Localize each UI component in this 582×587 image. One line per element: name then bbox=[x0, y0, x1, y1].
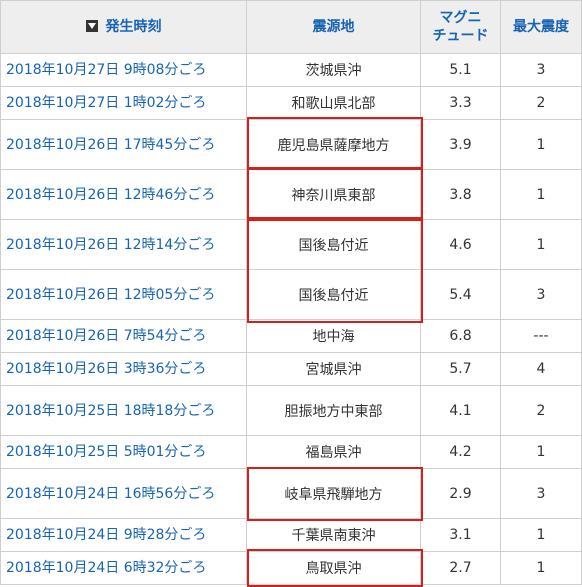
time-cell: 2018年10月27日 1時02分ごろ bbox=[0, 86, 247, 120]
magnitude-cell: 6.8 bbox=[420, 319, 501, 353]
time-cell: 2018年10月24日 16時56分ごろ bbox=[0, 468, 247, 519]
table-row: 2018年10月26日 3時36分ごろ 宮城県沖 5.7 4 bbox=[0, 352, 582, 386]
time-cell: 2018年10月24日 9時28分ごろ bbox=[0, 518, 247, 552]
table-row: 2018年10月24日 16時56分ごろ 岐阜県飛騨地方 2.9 3 bbox=[0, 468, 582, 519]
magnitude-cell: 4.2 bbox=[420, 435, 501, 469]
intensity-cell: 2 bbox=[500, 385, 582, 436]
intensity-cell: 1 bbox=[500, 169, 582, 220]
intensity-cell: 3 bbox=[500, 269, 582, 320]
place-cell: 茨城県沖 bbox=[246, 53, 421, 87]
time-link[interactable]: 2018年10月24日 16時56分ごろ bbox=[6, 485, 216, 502]
place-cell: 胆振地方中東部 bbox=[246, 385, 421, 436]
time-cell: 2018年10月27日 9時08分ごろ bbox=[0, 53, 247, 87]
time-link[interactable]: 2018年10月24日 9時28分ごろ bbox=[6, 527, 207, 543]
time-cell: 2018年10月26日 12時14分ごろ bbox=[0, 219, 247, 270]
magnitude-cell: 5.4 bbox=[420, 269, 501, 320]
place-cell: 地中海 bbox=[246, 319, 421, 353]
time-cell: 2018年10月24日 6時32分ごろ bbox=[0, 551, 247, 585]
magnitude-cell: 5.1 bbox=[420, 53, 501, 87]
intensity-cell: 4 bbox=[500, 352, 582, 386]
intensity-cell: 1 bbox=[500, 119, 582, 170]
time-link[interactable]: 2018年10月25日 18時18分ごろ bbox=[6, 402, 216, 419]
magnitude-cell: 4.6 bbox=[420, 219, 501, 270]
magnitude-cell: 3.8 bbox=[420, 169, 501, 220]
intensity-cell: 1 bbox=[500, 435, 582, 469]
place-cell: 鳥取県沖 bbox=[246, 551, 421, 585]
table-row: 2018年10月26日 12時05分ごろ 国後島付近 5.4 3 bbox=[0, 269, 582, 320]
time-link[interactable]: 2018年10月27日 9時08分ごろ bbox=[6, 62, 207, 78]
place-cell: 福島県沖 bbox=[246, 435, 421, 469]
time-link[interactable]: 2018年10月26日 12時14分ごろ bbox=[6, 236, 216, 253]
time-cell: 2018年10月26日 12時05分ごろ bbox=[0, 269, 247, 320]
place-cell: 国後島付近 bbox=[246, 269, 421, 320]
column-header-magnitude-line2: チュード bbox=[432, 28, 489, 44]
time-link[interactable]: 2018年10月26日 7時54分ごろ bbox=[6, 328, 207, 344]
magnitude-cell: 2.9 bbox=[420, 468, 501, 519]
table-row: 2018年10月27日 1時02分ごろ 和歌山県北部 3.3 2 bbox=[0, 86, 582, 120]
time-link[interactable]: 2018年10月25日 5時01分ごろ bbox=[6, 444, 207, 460]
intensity-cell: 1 bbox=[500, 551, 582, 585]
place-cell: 和歌山県北部 bbox=[246, 86, 421, 120]
time-cell: 2018年10月26日 7時54分ごろ bbox=[0, 319, 247, 353]
column-header-magnitude: マグニ チュード bbox=[420, 0, 501, 54]
magnitude-cell: 5.7 bbox=[420, 352, 501, 386]
place-cell: 鹿児島県薩摩地方 bbox=[246, 119, 421, 170]
time-link[interactable]: 2018年10月26日 3時36分ごろ bbox=[6, 361, 207, 377]
time-link[interactable]: 2018年10月24日 6時32分ごろ bbox=[6, 560, 207, 576]
table-row: 2018年10月24日 6時32分ごろ 鳥取県沖 2.7 1 bbox=[0, 551, 582, 585]
column-header-time-label: 発生時刻 bbox=[105, 19, 162, 35]
place-cell: 神奈川県東部 bbox=[246, 169, 421, 220]
intensity-cell: 3 bbox=[500, 468, 582, 519]
column-header-intensity: 最大震度 bbox=[500, 0, 582, 54]
sort-descending-icon[interactable] bbox=[85, 20, 98, 32]
magnitude-cell: 3.3 bbox=[420, 86, 501, 120]
intensity-cell: 1 bbox=[500, 219, 582, 270]
table-row: 2018年10月25日 18時18分ごろ 胆振地方中東部 4.1 2 bbox=[0, 385, 582, 436]
table-row: 2018年10月24日 9時28分ごろ 千葉県南東沖 3.1 1 bbox=[0, 518, 582, 552]
time-cell: 2018年10月25日 5時01分ごろ bbox=[0, 435, 247, 469]
magnitude-cell: 3.9 bbox=[420, 119, 501, 170]
table-row: 2018年10月27日 9時08分ごろ 茨城県沖 5.1 3 bbox=[0, 53, 582, 87]
magnitude-cell: 3.1 bbox=[420, 518, 501, 552]
table-row: 2018年10月25日 5時01分ごろ 福島県沖 4.2 1 bbox=[0, 435, 582, 469]
place-cell: 宮城県沖 bbox=[246, 352, 421, 386]
time-link[interactable]: 2018年10月26日 12時46分ごろ bbox=[6, 186, 216, 203]
table-row: 2018年10月26日 12時14分ごろ 国後島付近 4.6 1 bbox=[0, 219, 582, 270]
time-cell: 2018年10月26日 17時45分ごろ bbox=[0, 119, 247, 170]
table-header-row: 発生時刻 震源地 マグニ チュード 最大震度 bbox=[0, 0, 582, 54]
column-header-time[interactable]: 発生時刻 bbox=[0, 0, 247, 54]
time-cell: 2018年10月26日 3時36分ごろ bbox=[0, 352, 247, 386]
place-cell: 岐阜県飛騨地方 bbox=[246, 468, 421, 519]
intensity-cell: --- bbox=[500, 319, 582, 353]
time-link[interactable]: 2018年10月26日 12時05分ごろ bbox=[6, 286, 216, 303]
place-cell: 国後島付近 bbox=[246, 219, 421, 270]
time-link[interactable]: 2018年10月26日 17時45分ごろ bbox=[6, 136, 216, 153]
time-link[interactable]: 2018年10月27日 1時02分ごろ bbox=[6, 95, 207, 111]
time-cell: 2018年10月25日 18時18分ごろ bbox=[0, 385, 247, 436]
time-cell: 2018年10月26日 12時46分ごろ bbox=[0, 169, 247, 220]
place-cell: 千葉県南東沖 bbox=[246, 518, 421, 552]
table-row: 2018年10月26日 17時45分ごろ 鹿児島県薩摩地方 3.9 1 bbox=[0, 119, 582, 170]
column-header-magnitude-line1: マグニ bbox=[439, 10, 482, 26]
intensity-cell: 1 bbox=[500, 518, 582, 552]
magnitude-cell: 2.7 bbox=[420, 551, 501, 585]
intensity-cell: 2 bbox=[500, 86, 582, 120]
table-row: 2018年10月26日 7時54分ごろ 地中海 6.8 --- bbox=[0, 319, 582, 353]
magnitude-cell: 4.1 bbox=[420, 385, 501, 436]
intensity-cell: 3 bbox=[500, 53, 582, 87]
column-header-place: 震源地 bbox=[246, 0, 421, 54]
table-row: 2018年10月26日 12時46分ごろ 神奈川県東部 3.8 1 bbox=[0, 169, 582, 220]
